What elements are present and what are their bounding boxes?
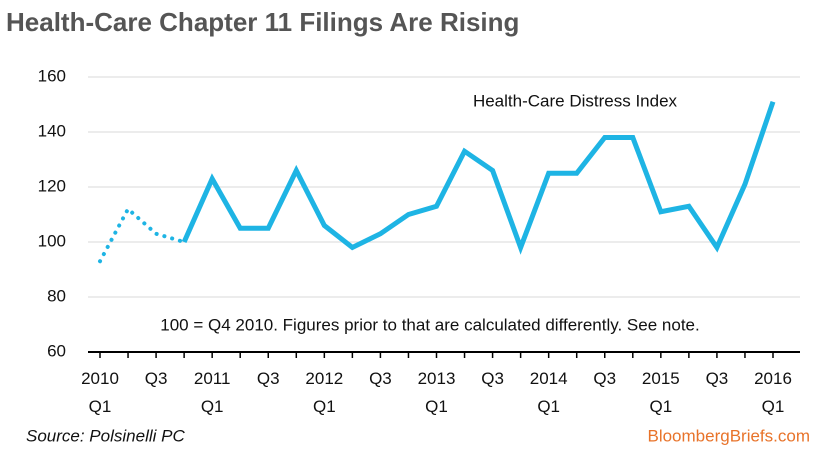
y-tick-label: 60 [47, 341, 66, 360]
x-tick-label: Q3 [257, 369, 280, 388]
y-tick-label: 100 [38, 231, 66, 250]
x-tick-label: 2014 Q1 [530, 369, 568, 416]
x-tick-label: Q3 [145, 369, 168, 388]
source: Source: Polsinelli PC [26, 426, 185, 445]
y-tick-label: 160 [38, 66, 66, 85]
x-tick-label: 2013 Q1 [418, 369, 456, 416]
annotation: Health-Care Distress Index [473, 91, 678, 110]
annotation: 100 = Q4 2010. Figures prior to that are… [160, 315, 699, 334]
x-tick-label: Q3 [481, 369, 504, 388]
y-tick-label: 120 [38, 176, 66, 195]
y-tick-label: 140 [38, 121, 66, 140]
brand: BloombergBriefs.com [647, 426, 810, 445]
line [98, 205, 187, 264]
line [181, 100, 776, 255]
x-tick-label: Q3 [593, 369, 616, 388]
x-tick-label: 2012 Q1 [305, 369, 343, 416]
chart-title: Health-Care Chapter 11 Filings Are Risin… [6, 7, 519, 37]
x-tick-label: 2016 Q1 [754, 369, 792, 416]
x-tick-label: 2010 Q1 [81, 369, 119, 416]
x-tick-label: Q3 [706, 369, 729, 388]
x-tick-label: Q3 [369, 369, 392, 388]
x-tick-label: 2015 Q1 [642, 369, 680, 416]
x-tick-label: 2011 Q1 [194, 369, 231, 416]
y-tick-label: 80 [47, 286, 66, 305]
